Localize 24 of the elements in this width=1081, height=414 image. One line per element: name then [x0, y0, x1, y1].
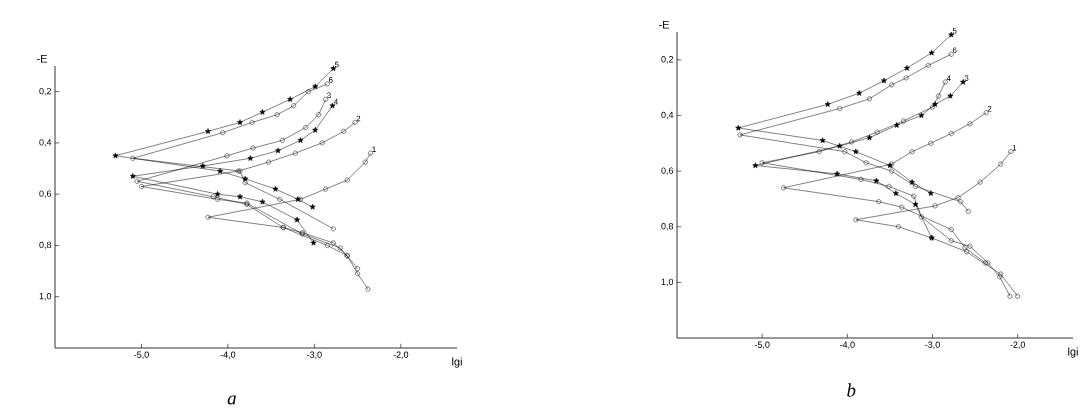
x-tick-label: -2,0	[1010, 341, 1026, 349]
y-tick-label: 1,0	[661, 278, 674, 287]
x-axis-title: lgi	[1068, 347, 1078, 358]
y-tick-label: 0,2	[661, 56, 674, 64]
x-tick-label: -4,0	[220, 351, 236, 359]
text: b	[847, 383, 856, 397]
x-tick-label: -3,0	[307, 351, 322, 359]
y-axis-title: -E	[37, 54, 47, 63]
y-tick-label: 0,8	[661, 223, 674, 231]
x-tick-label: -3,0	[925, 341, 940, 349]
y-tick-label: 0,4	[661, 111, 674, 120]
x-tick-label: -5,0	[134, 351, 149, 359]
y-tick-label: 0,6	[39, 190, 52, 198]
y-tick-label: 1,0	[39, 293, 52, 301]
y-tick-label: 0,4	[39, 139, 52, 147]
y-tick-label: 0,8	[39, 241, 52, 250]
y-tick-label: 0,6	[661, 167, 674, 175]
x-axis-title: lgi	[452, 357, 462, 368]
x-tick-label: -4,0	[840, 341, 855, 349]
text: a	[227, 395, 236, 405]
x-tick-label: -5,0	[754, 341, 770, 349]
x-tick-label: -2,0	[393, 351, 409, 359]
y-tick-label: 0,2	[39, 87, 52, 96]
y-axis-title: -E	[659, 20, 670, 29]
